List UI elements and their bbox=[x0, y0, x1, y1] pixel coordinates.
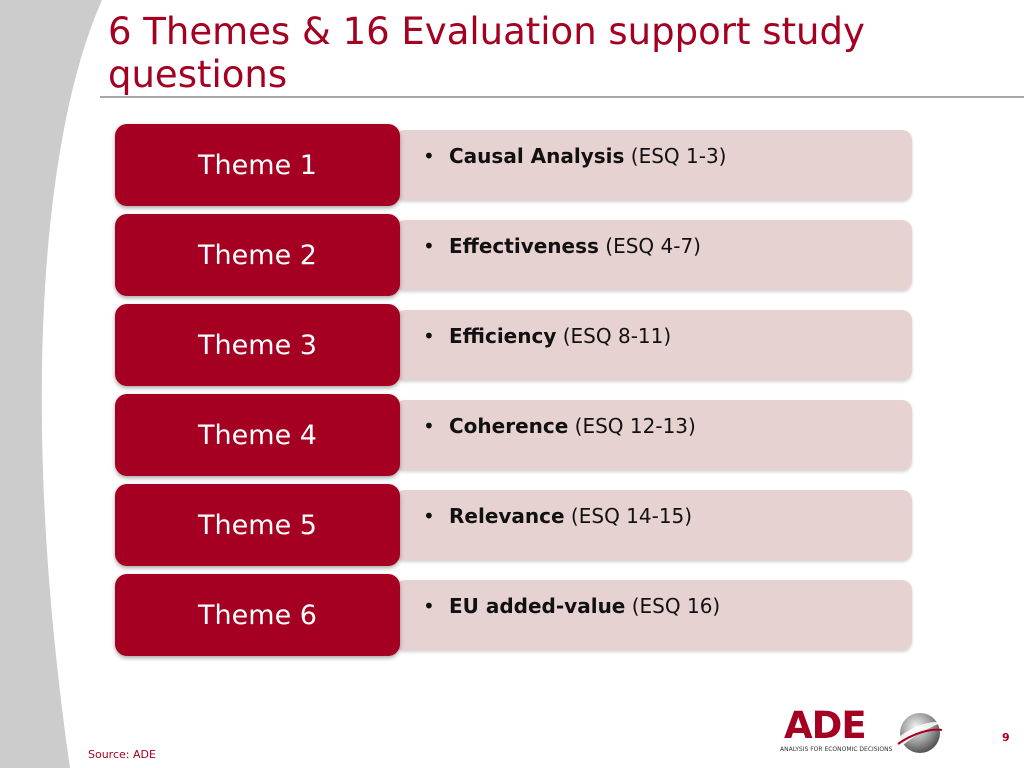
theme-bullet-text: • Coherence (ESQ 12-13) bbox=[423, 414, 696, 438]
theme-detail-panel bbox=[395, 580, 912, 650]
theme-box: Theme 3 bbox=[115, 304, 400, 386]
theme-row-1: Theme 1 • Causal Analysis (ESQ 1-3) bbox=[115, 124, 915, 208]
theme-row-6: Theme 6 • EU added-value (ESQ 16) bbox=[115, 574, 915, 658]
theme-topic: Relevance bbox=[449, 504, 565, 528]
bullet-point: • bbox=[423, 234, 435, 258]
theme-bullet-text: • EU added-value (ESQ 16) bbox=[423, 594, 720, 618]
theme-row-4: Theme 4 • Coherence (ESQ 12-13) bbox=[115, 394, 915, 478]
theme-esq-range: (ESQ 12-13) bbox=[568, 414, 696, 438]
bullet-point: • bbox=[423, 324, 435, 348]
theme-bullet-text: • Effectiveness (ESQ 4-7) bbox=[423, 234, 701, 258]
theme-box: Theme 5 bbox=[115, 484, 400, 566]
ade-logo: ADE ANALYSIS FOR ECONOMIC DECISIONS bbox=[780, 706, 950, 762]
theme-label: Theme 5 bbox=[198, 509, 317, 541]
bullet-point: • bbox=[423, 414, 435, 438]
bullet-point: • bbox=[423, 144, 435, 168]
theme-label: Theme 6 bbox=[198, 599, 317, 631]
theme-bullet-text: • Causal Analysis (ESQ 1-3) bbox=[423, 144, 726, 168]
theme-box: Theme 1 bbox=[115, 124, 400, 206]
theme-box: Theme 4 bbox=[115, 394, 400, 476]
theme-detail-panel bbox=[395, 310, 912, 380]
theme-bullet-text: • Relevance (ESQ 14-15) bbox=[423, 504, 692, 528]
theme-detail-panel bbox=[395, 400, 912, 470]
theme-box: Theme 6 bbox=[115, 574, 400, 656]
theme-row-3: Theme 3 • Efficiency (ESQ 8-11) bbox=[115, 304, 915, 388]
theme-label: Theme 2 bbox=[198, 239, 317, 271]
theme-topic: Effectiveness bbox=[449, 234, 599, 258]
theme-detail-panel bbox=[395, 490, 912, 560]
theme-topic: EU added-value bbox=[449, 594, 626, 618]
theme-topic: Causal Analysis bbox=[449, 144, 625, 168]
theme-detail-panel bbox=[395, 220, 912, 290]
theme-esq-range: (ESQ 4-7) bbox=[598, 234, 701, 258]
source-note: Source: ADE bbox=[88, 748, 156, 761]
title-divider bbox=[100, 96, 1024, 98]
theme-bullet-text: • Efficiency (ESQ 8-11) bbox=[423, 324, 671, 348]
theme-esq-range: (ESQ 16) bbox=[625, 594, 721, 618]
theme-box: Theme 2 bbox=[115, 214, 400, 296]
logo-wordmark: ADE bbox=[784, 704, 867, 747]
bullet-point: • bbox=[423, 594, 435, 618]
theme-label: Theme 4 bbox=[198, 419, 317, 451]
theme-topic: Coherence bbox=[449, 414, 569, 438]
theme-topic: Efficiency bbox=[449, 324, 557, 348]
logo-tagline: ANALYSIS FOR ECONOMIC DECISIONS bbox=[780, 746, 893, 753]
page-number: 9 bbox=[1002, 731, 1010, 744]
theme-esq-range: (ESQ 1-3) bbox=[624, 144, 727, 168]
theme-label: Theme 1 bbox=[198, 149, 317, 181]
globe-icon bbox=[896, 713, 944, 753]
theme-esq-range: (ESQ 8-11) bbox=[556, 324, 672, 348]
theme-row-5: Theme 5 • Relevance (ESQ 14-15) bbox=[115, 484, 915, 568]
page-title: 6 Themes & 16 Evaluation support study q… bbox=[108, 10, 865, 96]
theme-label: Theme 3 bbox=[198, 329, 317, 361]
theme-row-2: Theme 2 • Effectiveness (ESQ 4-7) bbox=[115, 214, 915, 298]
theme-detail-panel bbox=[395, 130, 912, 200]
bullet-point: • bbox=[423, 504, 435, 528]
theme-esq-range: (ESQ 14-15) bbox=[564, 504, 693, 528]
